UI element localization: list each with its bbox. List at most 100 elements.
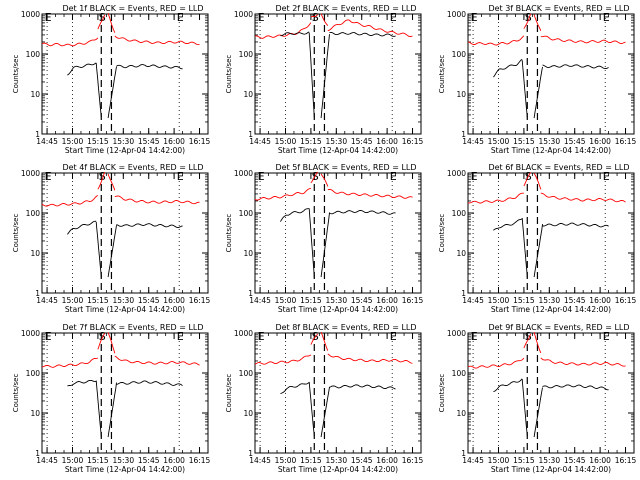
x-tick-label: 14:45 [462,456,484,465]
x-tick-label: 16:00 [163,296,185,305]
x-tick-label: 15:30 [112,456,134,465]
plot-frame [41,332,209,454]
x-tick-label: 15:30 [538,296,560,305]
y-tick-label: 1000 [447,329,466,338]
marker-label: E [177,330,184,343]
y-tick-label: 10 [30,409,40,418]
y-tick-label: 1 [35,289,40,298]
y-axis-label: Counts/sec [438,214,446,253]
x-tick-label: 15:45 [138,137,160,146]
y-axis-label: Counts/sec [438,55,446,94]
marker-label: E [471,170,478,183]
detector-panel-3: 1 10 100 1000 14:45 15:00 15:15 15:30 15:45 16:00… [438,4,637,155]
events-series-line [280,208,396,279]
marker-label: S [312,11,319,24]
x-tick-label: 16:00 [376,137,398,146]
x-tick-label: 15:15 [87,456,109,465]
y-tick-label: 1 [461,449,466,458]
y-tick-label: 1 [248,130,253,139]
events-series-line [280,381,396,438]
y-tick-label: 1000 [21,169,40,178]
x-tick-label: 15:45 [351,296,373,305]
marker-label: E [258,11,265,24]
y-tick-label: 10 [243,90,253,99]
y-tick-label: 10 [456,90,466,99]
marker-label: E [258,330,265,343]
y-tick-label: 100 [26,369,41,378]
y-axis-label: Counts/sec [12,55,20,94]
marker-label: E [390,330,397,343]
x-tick-label: 15:00 [488,137,510,146]
x-tick-label: 16:15 [615,296,637,305]
x-tick-label: 16:00 [589,137,611,146]
detector-panel-7: 1 10 100 1000 14:45 15:00 15:15 15:30 15:45 16:00… [12,323,211,474]
x-tick-label: 15:45 [351,137,373,146]
events-series-line [493,58,609,119]
panel-title: Det 4f BLACK = Events, RED = LLD [62,163,203,172]
y-tick-label: 1 [461,289,466,298]
y-tick-label: 1 [35,449,40,458]
x-tick-label: 14:45 [36,456,58,465]
plot-frame [467,13,635,135]
x-tick-label: 15:30 [538,456,560,465]
x-tick-label: 16:15 [402,137,424,146]
detector-panel-1: 1 10 100 1000 14:45 15:00 15:15 15:30 15:45 16:00… [12,4,211,155]
x-tick-label: 15:45 [564,296,586,305]
x-axis-label: Start Time (12-Apr-04 14:42:00) [278,465,398,474]
lld-series-line [254,331,413,365]
events-series-line [67,220,183,278]
marker-label: E [45,330,52,343]
y-axis-label: Counts/sec [225,214,233,253]
panel-title: Det 5f BLACK = Events, RED = LLD [275,163,416,172]
y-tick-label: 1000 [447,10,466,19]
plot-frame [467,332,635,454]
x-axis-label: Start Time (12-Apr-04 14:42:00) [278,305,398,314]
x-tick-label: 16:00 [589,296,611,305]
y-tick-label: 10 [456,409,466,418]
x-tick-label: 16:15 [402,456,424,465]
plot-frame [41,13,209,135]
events-series-line [493,378,609,438]
events-series-line [280,31,396,119]
x-tick-label: 15:00 [62,296,84,305]
y-axis-label: Counts/sec [438,374,446,413]
x-tick-label: 15:15 [87,137,109,146]
y-tick-label: 1 [461,130,466,139]
x-axis-label: Start Time (12-Apr-04 14:42:00) [65,465,185,474]
x-axis-label: Start Time (12-Apr-04 14:42:00) [278,146,398,155]
plot-frame [41,172,209,294]
y-tick-label: 1000 [21,329,40,338]
panel-title: Det 3f BLACK = Events, RED = LLD [488,4,629,13]
detector-panel-8: 1 10 100 1000 14:45 15:00 15:15 15:30 15:45 16:00… [225,323,424,474]
x-tick-label: 15:15 [513,296,535,305]
plot-frame [254,332,422,454]
x-tick-label: 14:45 [249,137,271,146]
y-tick-label: 100 [452,209,467,218]
y-tick-label: 1 [248,289,253,298]
x-tick-label: 14:45 [249,296,271,305]
y-tick-label: 1000 [234,10,253,19]
x-tick-label: 15:30 [538,137,560,146]
marker-label: S [99,330,106,343]
x-tick-label: 15:00 [275,137,297,146]
x-tick-label: 15:15 [300,296,322,305]
x-tick-label: 16:00 [163,456,185,465]
lld-series-line [467,332,626,369]
lld-series-line [467,172,626,204]
panel-title: Det 8f BLACK = Events, RED = LLD [275,323,416,332]
marker-label: E [258,170,265,183]
events-series-line [67,379,183,438]
y-tick-label: 100 [452,369,467,378]
marker-label: S [99,11,106,24]
detector-panel-4: 1 10 100 1000 14:45 15:00 15:15 15:30 15:45 16:00… [12,163,211,314]
x-axis-label: Start Time (12-Apr-04 14:42:00) [491,146,611,155]
y-tick-label: 10 [30,249,40,258]
x-axis-label: Start Time (12-Apr-04 14:42:00) [65,146,185,155]
lld-series-line [467,13,626,46]
detector-panel-2: 1 10 100 1000 14:45 15:00 15:15 15:30 15:45 16:00… [225,4,424,155]
y-tick-label: 1 [248,449,253,458]
y-tick-label: 10 [30,90,40,99]
panel-title: Det 6f BLACK = Events, RED = LLD [488,163,629,172]
marker-label: S [525,11,532,24]
